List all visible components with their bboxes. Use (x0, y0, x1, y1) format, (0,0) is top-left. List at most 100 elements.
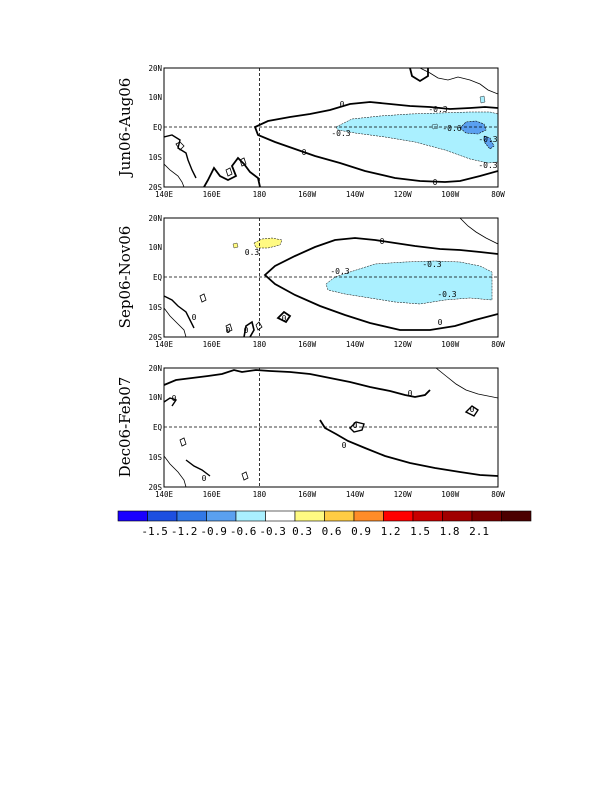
colorbar-tick-label: -1.5 (141, 525, 168, 538)
y-axis-ticks: 20N 10N EQ 10S 20S (148, 364, 162, 492)
y-tick-label: 20N (148, 214, 162, 223)
contour-label: -0.3 (437, 290, 456, 299)
contour-label: 0 (408, 389, 413, 398)
contour-label: 0 (172, 394, 177, 403)
colorbar-ticks: -1.5 -1.2 -0.9 -0.6 -0.3 0.3 0.6 0.9 1.2… (141, 525, 489, 538)
x-axis-ticks: 140E 160E 180 160W 140W 120W 100W 80W (155, 190, 505, 199)
x-tick-label: 180 (253, 340, 267, 349)
zero-contour (185, 459, 211, 477)
colorbar-tick-label: -0.6 (230, 525, 257, 538)
x-tick-label: 80W (491, 340, 505, 349)
x-tick-label: 140W (346, 190, 365, 199)
colorbar-swatch (471, 510, 502, 522)
plot-frame (163, 217, 499, 338)
colorbar-tick-label: 0.3 (292, 525, 312, 538)
x-tick-label: 80W (491, 490, 505, 499)
y-tick-label: EQ (153, 423, 163, 432)
colorbar-swatch (324, 510, 355, 522)
colorbar-swatch (265, 510, 296, 522)
colorbar-tick-label: 1.8 (440, 525, 460, 538)
coastline (164, 455, 187, 487)
x-tick-label: 140W (346, 490, 365, 499)
contour-label: 0 (302, 148, 307, 157)
contour-label: 0 (244, 326, 249, 335)
zero-contour (164, 397, 178, 407)
negative-anomaly-region (483, 135, 495, 150)
coastline (164, 307, 187, 337)
y-tick-label: 20S (148, 183, 162, 192)
zero-contour (276, 310, 292, 324)
colorbar-swatch (383, 510, 414, 522)
negative-anomaly-region (479, 95, 486, 104)
colorbar-tick-label: 0.9 (351, 525, 371, 538)
colorbar-tick-label: 1.2 (381, 525, 401, 538)
y-tick-label: 10S (148, 453, 162, 462)
x-axis-ticks: 140E 160E 180 160W 140W 120W 100W 80W (155, 340, 505, 349)
colorbar-swatch (501, 510, 532, 522)
contour-labels: 0 0 0 0 0 0 (172, 389, 475, 483)
coastline (419, 68, 498, 95)
colorbar-tick-label: -0.3 (259, 525, 286, 538)
contour-label: 0 (342, 441, 347, 450)
plot-frame (163, 367, 499, 488)
colorbar-tick-label: 2.1 (469, 525, 489, 538)
x-tick-label: 160E (203, 490, 222, 499)
x-tick-label: 160W (298, 340, 317, 349)
x-tick-label: 180 (253, 490, 267, 499)
y-tick-label: 20S (148, 483, 162, 492)
colorbar-swatch (117, 510, 148, 522)
negative-anomaly-region (431, 123, 439, 130)
colorbar-swatch (412, 510, 443, 522)
contour-label: -0.3 (331, 129, 350, 138)
plot-frame (163, 67, 499, 188)
contour-label: 0 (340, 100, 345, 109)
coastline (175, 141, 247, 177)
positive-anomaly-region (232, 242, 239, 249)
colorbar-swatches (117, 510, 532, 522)
y-tick-label: 20N (148, 364, 162, 373)
zero-contour (243, 320, 255, 337)
x-tick-label: 160E (203, 340, 222, 349)
x-tick-label: 140W (346, 340, 365, 349)
colorbar-swatch (176, 510, 207, 522)
x-axis-ticks: 140E 160E 180 160W 140W 120W 100W 80W (155, 490, 505, 499)
contour-label: 0 (470, 405, 475, 414)
x-tick-label: 160E (203, 190, 222, 199)
x-tick-label: 100W (441, 190, 460, 199)
colorbar-tick-label: 1.5 (410, 525, 430, 538)
panel-title: Sep06-Nov06 (116, 226, 134, 329)
negative-anomaly-region (335, 111, 498, 164)
x-tick-label: 120W (394, 190, 413, 199)
y-tick-label: EQ (153, 123, 163, 132)
zero-contour (349, 421, 365, 433)
colorbar-swatch (294, 510, 325, 522)
zero-contour (164, 369, 431, 398)
contour-label: -0.6 (442, 124, 461, 133)
colorbar-tick-label: 0.6 (322, 525, 342, 538)
coastline (164, 163, 185, 187)
contour-label: -0.3 (478, 135, 497, 144)
positive-anomaly-region (253, 237, 283, 249)
contour-labels: 0.3 0 0 -0.3 -0.3 -0.3 0 0 0 0 (192, 237, 457, 335)
panel-2: Sep06-Nov06 0.3 0 0 -0.3 -0.3 -0.3 0 0 0 (116, 214, 505, 349)
y-axis-ticks: 20N 10N EQ 10S 20S (148, 214, 162, 342)
colorbar: -1.5 -1.2 -0.9 -0.6 -0.3 0.3 0.6 0.9 1.2… (117, 510, 532, 538)
colorbar-swatch (235, 510, 266, 522)
negative-anomaly-region (325, 260, 493, 305)
colorbar-tick-label: -0.9 (200, 525, 227, 538)
contour-label: 0 (438, 318, 443, 327)
y-tick-label: 20S (148, 333, 162, 342)
zero-contour (253, 101, 498, 183)
x-tick-label: 140E (155, 340, 174, 349)
coastline (435, 368, 498, 399)
x-tick-label: 160W (298, 190, 317, 199)
zero-contour (263, 237, 498, 331)
contour-labels: 0 0 0 -0.3 -0.3 -0.3 -0.6 -0.3 (302, 100, 498, 187)
contour-label: 0 (202, 474, 207, 483)
colorbar-swatch (206, 510, 237, 522)
y-tick-label: 20N (148, 64, 162, 73)
y-tick-label: 10N (148, 243, 162, 252)
colorbar-swatch (353, 510, 384, 522)
contour-label: 0 (226, 326, 231, 335)
